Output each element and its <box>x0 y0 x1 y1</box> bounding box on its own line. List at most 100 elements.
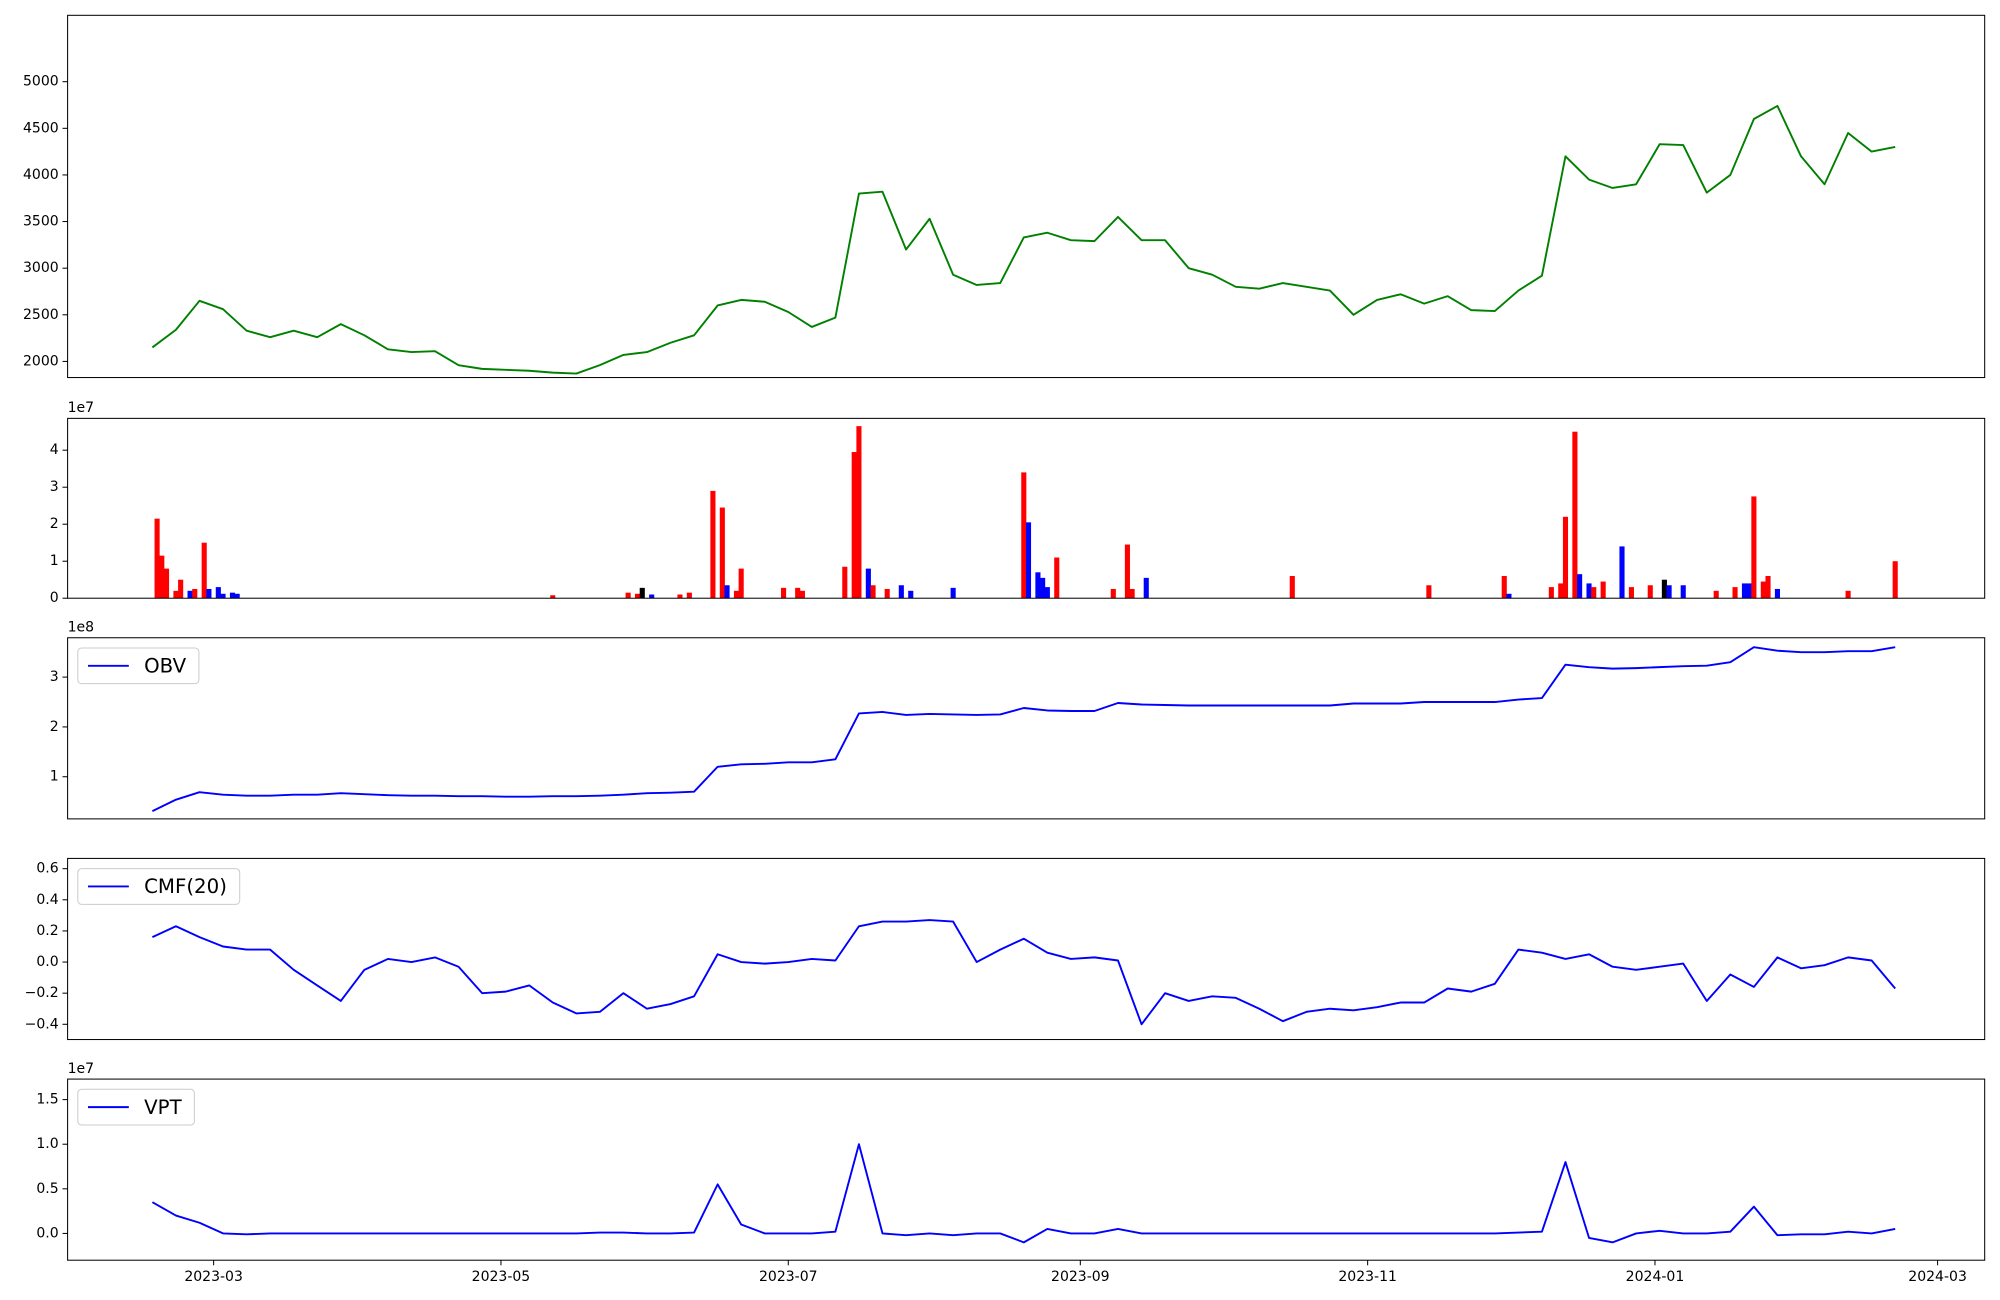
x-tick-label: 2023-03 <box>184 1269 243 1285</box>
volume-bar <box>1713 590 1719 599</box>
volume-bar <box>173 590 179 599</box>
scale-label: 1e7 <box>68 1061 94 1077</box>
y-tick-label: 0.0 <box>36 954 58 970</box>
volume-bar <box>733 590 740 599</box>
y-tick-label: 1.0 <box>36 1136 58 1152</box>
volume-bar <box>234 593 240 599</box>
y-tick-label: 2 <box>50 719 59 735</box>
volume-bar <box>781 587 787 599</box>
volume-bar <box>908 590 914 599</box>
y-tick-label: 1 <box>50 553 59 569</box>
y-tick-label: 3 <box>50 479 59 495</box>
y-tick-label: 0 <box>50 590 59 606</box>
volume-bar <box>1680 585 1686 599</box>
y-tick-label: 2 <box>50 516 59 532</box>
legend-box <box>77 1088 195 1126</box>
volume-bar <box>1044 587 1050 599</box>
y-tick-label: 0.6 <box>36 861 58 877</box>
y-tick-label: 2500 <box>23 307 59 323</box>
panel-frame <box>67 417 1986 599</box>
legend-box <box>77 868 241 905</box>
volume-bar <box>950 587 956 599</box>
y-tick-label: 4500 <box>23 120 59 136</box>
volume-bar <box>201 542 207 599</box>
volume-bar <box>738 568 744 599</box>
volume-bar <box>1732 587 1738 599</box>
y-tick-label: 4 <box>50 442 59 458</box>
y-tick-label: 3500 <box>23 214 59 230</box>
volume-bar <box>187 590 193 599</box>
volume-bar <box>1619 546 1625 599</box>
volume-bar <box>1562 516 1569 599</box>
y-tick-label: 5000 <box>23 74 59 90</box>
volume-bar <box>159 555 165 599</box>
volume-bar <box>1110 588 1116 599</box>
y-tick-label: 3 <box>50 669 59 685</box>
volume-bar <box>884 588 890 599</box>
volume-bar <box>192 588 198 599</box>
volume-bar <box>865 568 871 599</box>
line-series <box>151 646 1896 812</box>
volume-bar <box>1035 572 1041 599</box>
volume-bar <box>799 590 805 599</box>
volume-bar <box>898 585 904 599</box>
volume-bar <box>719 507 725 599</box>
line-series <box>151 1143 1896 1244</box>
panel-frame <box>67 14 1986 379</box>
volume-bar <box>686 592 692 599</box>
volume-bar <box>1845 590 1851 599</box>
volume-bar <box>1892 561 1898 599</box>
volume-bar <box>1741 583 1748 599</box>
y-tick-label: 3000 <box>23 260 59 276</box>
y-tick-label: 0.4 <box>36 892 58 908</box>
panel-frame <box>67 1078 1986 1261</box>
y-tick-label: −0.2 <box>25 985 59 1001</box>
y-tick-label: 2000 <box>23 353 59 369</box>
volume-bar <box>851 452 857 599</box>
x-tick-label: 2024-03 <box>1908 1269 1967 1285</box>
legend-label: OBV <box>144 655 187 678</box>
volume-bar <box>625 592 631 599</box>
volume-bar <box>1591 587 1597 599</box>
volume-bar <box>550 595 556 599</box>
legend-label: CMF(20) <box>144 875 227 898</box>
volume-bar <box>1054 557 1060 599</box>
volume-bar <box>1124 544 1130 599</box>
x-tick-label: 2023-07 <box>759 1269 818 1285</box>
x-tick-label: 2023-09 <box>1051 1269 1110 1285</box>
volume-bar <box>677 594 683 599</box>
line-series <box>151 919 1896 1026</box>
x-tick-label: 2024-01 <box>1626 1269 1685 1285</box>
x-tick-label: 2023-11 <box>1338 1269 1397 1285</box>
volume-bar <box>1040 577 1046 599</box>
volume-bar <box>1661 579 1667 599</box>
volume-bar <box>1751 496 1757 599</box>
volume-bar <box>634 593 641 599</box>
volume-bar <box>1774 588 1780 599</box>
y-tick-label: 0.2 <box>36 923 58 939</box>
volume-bar <box>795 587 801 599</box>
volume-bar <box>856 426 862 599</box>
volume-bar <box>1501 576 1507 599</box>
y-tick-label: 0.5 <box>36 1181 58 1197</box>
panel-frame <box>67 637 1986 820</box>
volume-bar <box>1021 472 1027 599</box>
volume-bar <box>178 579 184 599</box>
volume-bar <box>1548 587 1554 599</box>
volume-bar <box>1025 522 1032 599</box>
volume-bar <box>163 568 170 599</box>
volume-bar <box>1289 576 1295 599</box>
y-tick-label: 4000 <box>23 167 59 183</box>
panel-frame <box>67 857 1986 1041</box>
volume-bar <box>1765 576 1771 599</box>
volume-bar <box>1628 587 1634 599</box>
volume-bar <box>1558 583 1564 599</box>
volume-bar <box>229 592 236 599</box>
x-tick-label: 2023-05 <box>472 1269 531 1285</box>
volume-bar <box>1666 585 1672 599</box>
volume-bar <box>1647 585 1653 599</box>
volume-bar <box>724 585 730 599</box>
volume-bar <box>1600 581 1606 599</box>
volume-bar <box>220 593 226 599</box>
